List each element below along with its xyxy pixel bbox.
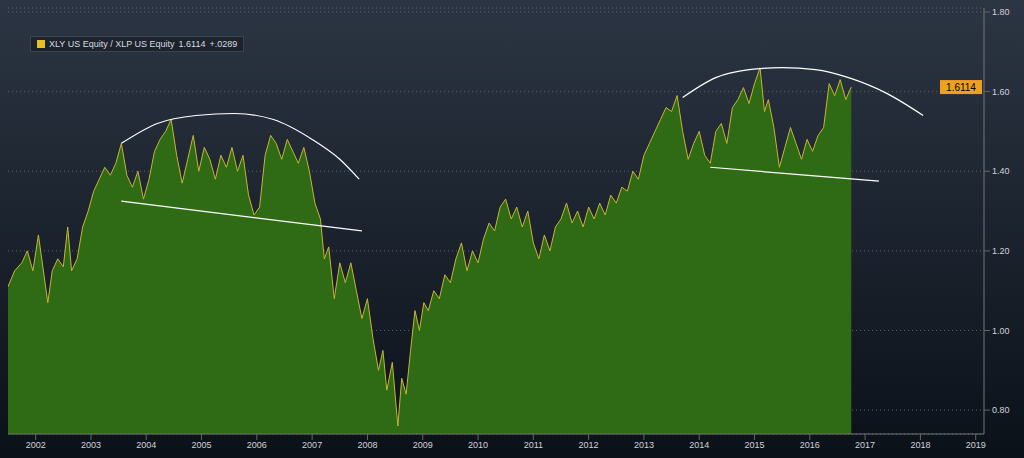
svg-text:1.00: 1.00 xyxy=(992,326,1010,336)
svg-text:2018: 2018 xyxy=(910,440,930,450)
svg-text:2014: 2014 xyxy=(689,440,709,450)
svg-text:1.40: 1.40 xyxy=(992,166,1010,176)
svg-text:2019: 2019 xyxy=(966,440,986,450)
svg-text:2011: 2011 xyxy=(524,440,543,450)
svg-text:2006: 2006 xyxy=(247,440,267,450)
svg-text:1.20: 1.20 xyxy=(992,246,1010,256)
svg-text:1.60: 1.60 xyxy=(992,87,1010,97)
svg-text:2016: 2016 xyxy=(800,440,820,450)
svg-text:2017: 2017 xyxy=(855,440,875,450)
html-text:XLY US Equity / XLP US Equity: XLY US Equity / XLP US Equity 1.6114 +.0… xyxy=(49,39,238,49)
svg-text:2005: 2005 xyxy=(192,440,212,450)
svg-text:1.80: 1.80 xyxy=(992,7,1010,17)
svg-text:2007: 2007 xyxy=(302,440,322,450)
svg-text:2015: 2015 xyxy=(744,440,764,450)
svg-text:1.6114: 1.6114 xyxy=(946,82,976,93)
svg-text:2009: 2009 xyxy=(413,440,433,450)
svg-text:2012: 2012 xyxy=(579,440,599,450)
svg-text:2004: 2004 xyxy=(136,440,156,450)
svg-text:2013: 2013 xyxy=(634,440,654,450)
svg-text:2008: 2008 xyxy=(357,440,377,450)
svg-text:2002: 2002 xyxy=(26,440,46,450)
svg-text:2003: 2003 xyxy=(81,440,101,450)
svg-text:0.80: 0.80 xyxy=(992,405,1010,415)
svg-text:2010: 2010 xyxy=(468,440,488,450)
